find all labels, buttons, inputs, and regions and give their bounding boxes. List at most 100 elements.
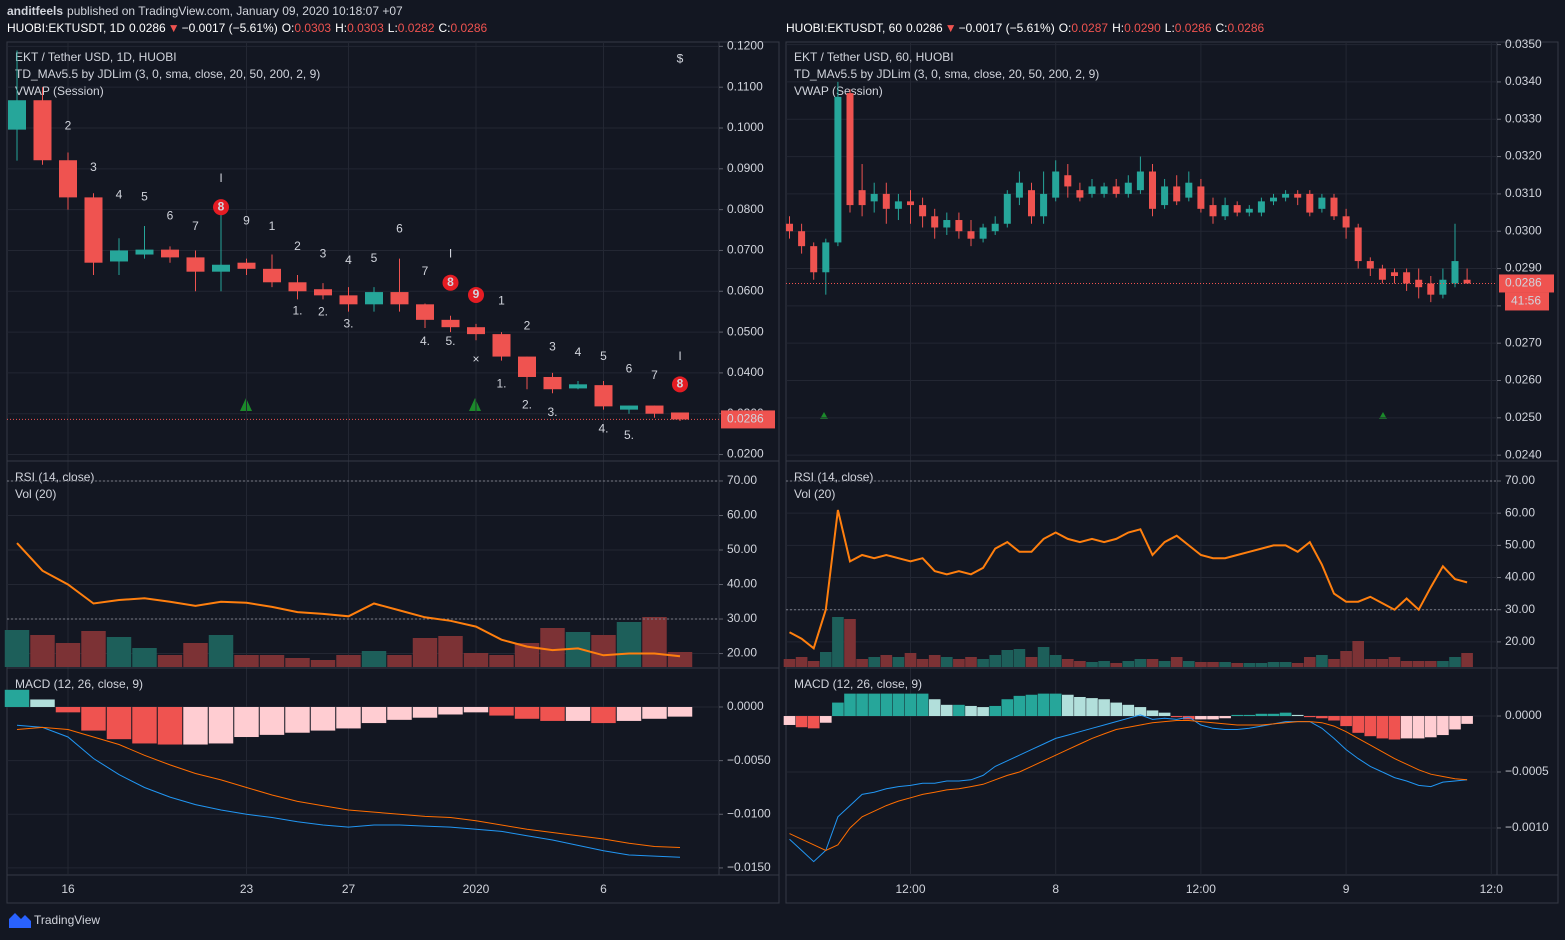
- right-panel: [785, 41, 1559, 904]
- ohlc-key: C:: [1216, 21, 1228, 35]
- histogram-bar: [1267, 713, 1280, 717]
- histogram-bar: [965, 705, 977, 717]
- ohlc-value: 0.0286: [1228, 21, 1265, 35]
- candle-body: [1040, 193, 1048, 217]
- x-tick-label: 9: [1343, 882, 1350, 896]
- candle-body: [1233, 205, 1241, 213]
- candle-body: [8, 100, 26, 130]
- volume-bar: [1328, 659, 1340, 667]
- buy-marker: [1379, 412, 1387, 419]
- candle-body: [594, 385, 613, 407]
- histogram-bar: [1449, 716, 1461, 730]
- candle-body: [1439, 279, 1447, 295]
- histogram-bar: [259, 706, 285, 735]
- y-tick-label: 0.0800: [727, 202, 764, 216]
- volume-bar: [916, 659, 929, 667]
- histogram-bar: [1340, 716, 1352, 727]
- y-tick-label: 0.0400: [727, 365, 764, 379]
- histogram-bar: [977, 707, 989, 717]
- histogram-bar: [412, 706, 438, 718]
- histogram-bar: [1170, 716, 1183, 718]
- histogram-bar: [868, 693, 881, 717]
- volume-bar: [412, 638, 438, 667]
- y-tick-label: 0.0250: [1505, 410, 1542, 424]
- volume-bar: [106, 637, 132, 667]
- volume-bar: [1449, 657, 1461, 667]
- y-tick-label: 20.00: [1505, 634, 1535, 648]
- histogram-bar: [591, 706, 616, 724]
- volume-bar: [387, 655, 412, 667]
- candle-body: [59, 160, 77, 198]
- volume-bar: [55, 643, 81, 667]
- buy-marker: [820, 412, 828, 419]
- volume-bar: [1170, 657, 1183, 667]
- ohlc-key: L:: [1165, 21, 1175, 35]
- pane-subtitle: Vol (20): [15, 487, 56, 501]
- candle-body: [135, 249, 154, 255]
- candle-body: [263, 268, 281, 283]
- histogram-bar: [1025, 694, 1038, 717]
- candle-body: [979, 227, 987, 239]
- td-annotation: 9: [473, 287, 480, 301]
- y-tick-label: −0.0010: [1505, 820, 1549, 834]
- candle-body: [967, 231, 975, 239]
- y-tick-label: 0.0700: [727, 243, 764, 257]
- td-annotation: 5.: [624, 428, 634, 442]
- symbol-header: HUOBI:EKTUSDT, 1D 0.0286 ▼ −0.0017 (−5.61%)…: [7, 21, 488, 35]
- volume-bar: [928, 655, 941, 667]
- histogram-bar: [1110, 702, 1123, 717]
- candle-body: [894, 201, 902, 209]
- ohlc-value: 0.0303: [347, 21, 384, 35]
- candle-body: [1318, 197, 1326, 209]
- histogram-bar: [1412, 716, 1425, 739]
- y-tick-label: 0.0320: [1505, 149, 1542, 163]
- histogram-bar: [565, 706, 591, 721]
- histogram-bar: [1461, 716, 1473, 724]
- histogram-bar: [336, 706, 361, 729]
- td-annotation: 4: [345, 253, 352, 267]
- histogram-bar: [916, 693, 929, 717]
- histogram-bar: [1219, 716, 1231, 719]
- volume-bar: [1364, 659, 1377, 667]
- histogram-bar: [1328, 716, 1340, 721]
- candle-body: [390, 292, 409, 305]
- candle-body: [518, 356, 536, 377]
- candle-body: [1149, 171, 1156, 209]
- volume-bar: [1255, 663, 1268, 667]
- candle-body: [1427, 283, 1435, 295]
- ohlc-key: H:: [1112, 21, 1124, 35]
- x-tick-label: 12:00: [1186, 882, 1216, 896]
- td-annotation: 6: [396, 221, 403, 235]
- volume-bar: [1122, 661, 1135, 667]
- volume-bar: [795, 657, 808, 667]
- volume-bar: [904, 653, 917, 667]
- histogram-bar: [1158, 712, 1171, 717]
- td-annotation: 3.: [343, 316, 353, 330]
- candle-body: [212, 264, 230, 272]
- candle-body: [1270, 197, 1277, 202]
- volume-bar: [965, 657, 977, 667]
- td-annotation: 6: [167, 208, 174, 222]
- td-annotation: 8: [447, 275, 454, 289]
- candle-body: [1282, 193, 1290, 198]
- histogram-bar: [132, 706, 157, 744]
- candle-body: [858, 190, 866, 206]
- candle-body: [1221, 205, 1229, 217]
- volume-bar: [1340, 651, 1352, 667]
- candle-body: [1366, 261, 1374, 269]
- candle-body: [1451, 261, 1459, 284]
- histogram-bar: [1001, 699, 1014, 717]
- td-annotation: 4: [116, 188, 123, 202]
- last-price-label: 0.0286: [1505, 276, 1542, 290]
- macd-line: [789, 714, 1468, 863]
- candle-body: [1197, 186, 1205, 209]
- y-tick-label: 20.00: [727, 646, 757, 660]
- td-annotation: 5: [141, 190, 148, 204]
- candle-body: [1076, 190, 1084, 198]
- td-annotation: 2: [294, 239, 301, 253]
- symbol: HUOBI:EKTUSDT, 1D: [7, 21, 125, 35]
- y-tick-label: −0.0050: [727, 753, 771, 767]
- x-tick-label: 12:0: [1480, 882, 1504, 896]
- volume-bar: [259, 655, 285, 667]
